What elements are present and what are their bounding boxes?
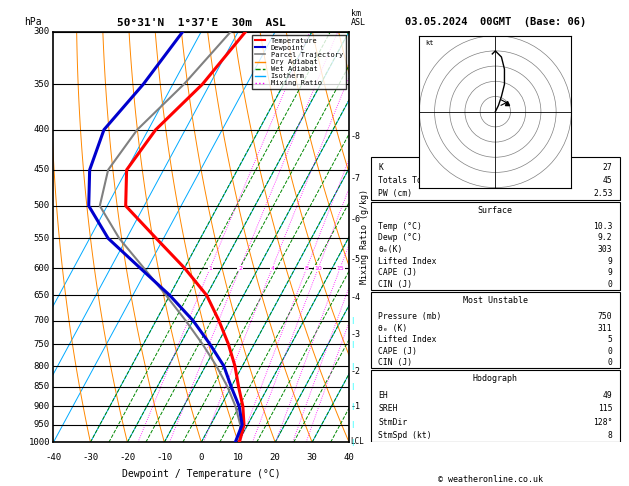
Text: 750: 750 [34, 340, 50, 348]
Text: 45: 45 [603, 176, 613, 185]
Text: EH: EH [378, 391, 388, 400]
Text: -2: -2 [350, 367, 360, 376]
Text: 1000: 1000 [28, 438, 50, 447]
Text: 450: 450 [34, 165, 50, 174]
Text: |: | [351, 421, 353, 428]
Text: 650: 650 [34, 291, 50, 300]
Text: |: | [351, 439, 353, 446]
Text: -30: -30 [82, 452, 99, 462]
Text: 128°: 128° [593, 418, 613, 427]
Text: Temp (°C): Temp (°C) [378, 222, 422, 231]
Text: -40: -40 [45, 452, 62, 462]
Text: Lifted Index: Lifted Index [378, 335, 437, 344]
Text: θₑ (K): θₑ (K) [378, 324, 408, 332]
Text: Pressure (mb): Pressure (mb) [378, 312, 442, 321]
Text: 500: 500 [34, 201, 50, 210]
Text: 0: 0 [199, 452, 204, 462]
Text: 700: 700 [34, 316, 50, 325]
Text: CIN (J): CIN (J) [378, 358, 412, 367]
Text: 10: 10 [233, 452, 243, 462]
Text: 30: 30 [307, 452, 318, 462]
Text: 4: 4 [270, 265, 274, 271]
Text: 750: 750 [598, 312, 613, 321]
Text: 850: 850 [34, 382, 50, 391]
Text: -3: -3 [350, 330, 360, 339]
Text: 303: 303 [598, 245, 613, 254]
Text: PW (cm): PW (cm) [378, 189, 412, 198]
Text: -10: -10 [156, 452, 172, 462]
Text: -4: -4 [350, 294, 360, 302]
Text: 300: 300 [34, 27, 50, 36]
Text: 40: 40 [343, 452, 355, 462]
Text: 27: 27 [603, 163, 613, 172]
Text: K: K [378, 163, 383, 172]
Text: 350: 350 [34, 80, 50, 88]
Text: SREH: SREH [378, 404, 398, 414]
Text: StmSpd (kt): StmSpd (kt) [378, 431, 431, 440]
Text: 15: 15 [337, 265, 344, 271]
Text: 9.2: 9.2 [598, 233, 613, 243]
Text: |: | [351, 403, 353, 410]
Text: 8: 8 [305, 265, 309, 271]
Text: 950: 950 [34, 420, 50, 429]
Text: 5: 5 [608, 335, 613, 344]
Text: 2.53: 2.53 [593, 189, 613, 198]
Bar [370, 157, 620, 200]
Text: -8: -8 [350, 132, 360, 141]
Text: Surface: Surface [478, 206, 513, 215]
Text: 115: 115 [598, 404, 613, 414]
Text: Most Unstable: Most Unstable [463, 296, 528, 306]
Text: CIN (J): CIN (J) [378, 280, 412, 289]
Text: 10: 10 [314, 265, 322, 271]
Text: 2: 2 [238, 265, 242, 271]
Legend: Temperature, Dewpoint, Parcel Trajectory, Dry Adiabat, Wet Adiabat, Isotherm, Mi: Temperature, Dewpoint, Parcel Trajectory… [252, 35, 345, 89]
Text: km
ASL: km ASL [350, 10, 365, 28]
Text: |: | [351, 341, 353, 347]
Text: |: | [351, 383, 353, 390]
Text: Dewp (°C): Dewp (°C) [378, 233, 422, 243]
Text: CAPE (J): CAPE (J) [378, 347, 417, 356]
Text: 03.05.2024  00GMT  (Base: 06): 03.05.2024 00GMT (Base: 06) [404, 17, 586, 27]
Text: StmDir: StmDir [378, 418, 408, 427]
Text: 9: 9 [608, 257, 613, 266]
Text: -7: -7 [350, 174, 360, 183]
Text: 550: 550 [34, 234, 50, 243]
Text: 9: 9 [608, 268, 613, 278]
Text: -20: -20 [120, 452, 135, 462]
Bar [370, 202, 620, 290]
Bar [370, 370, 620, 442]
Text: 10.3: 10.3 [593, 222, 613, 231]
Text: 20: 20 [270, 452, 281, 462]
Text: -1: -1 [350, 402, 360, 411]
Text: 8: 8 [608, 431, 613, 440]
Text: LCL: LCL [350, 437, 364, 446]
Text: 1: 1 [208, 265, 212, 271]
Text: Dewpoint / Temperature (°C): Dewpoint / Temperature (°C) [122, 469, 281, 479]
Text: 0: 0 [608, 347, 613, 356]
Text: 0: 0 [608, 358, 613, 367]
Text: Totals Totals: Totals Totals [378, 176, 442, 185]
Text: -6: -6 [350, 215, 360, 224]
Text: © weatheronline.co.uk: © weatheronline.co.uk [438, 474, 543, 484]
Text: 311: 311 [598, 324, 613, 332]
Text: |: | [351, 363, 353, 370]
Text: |: | [351, 317, 353, 324]
Text: hPa: hPa [24, 17, 42, 28]
Text: Lifted Index: Lifted Index [378, 257, 437, 266]
Text: 49: 49 [603, 391, 613, 400]
Text: Mixing Ratio (g/kg): Mixing Ratio (g/kg) [360, 190, 369, 284]
Text: θₑ(K): θₑ(K) [378, 245, 403, 254]
Text: -5: -5 [350, 255, 360, 264]
Text: 800: 800 [34, 362, 50, 371]
Text: Hodograph: Hodograph [473, 375, 518, 383]
Text: 900: 900 [34, 402, 50, 411]
Text: CAPE (J): CAPE (J) [378, 268, 417, 278]
Text: 0: 0 [608, 280, 613, 289]
Title: 50°31'N  1°37'E  30m  ASL: 50°31'N 1°37'E 30m ASL [117, 18, 286, 28]
Text: 400: 400 [34, 125, 50, 134]
Bar [370, 293, 620, 368]
Text: 600: 600 [34, 263, 50, 273]
